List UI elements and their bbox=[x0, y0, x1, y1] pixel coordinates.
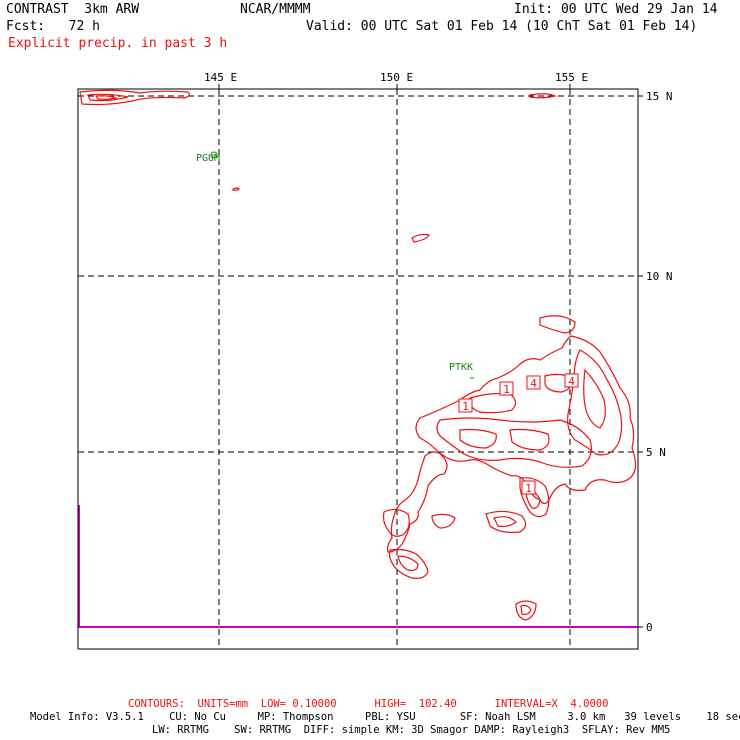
center-title: NCAR/MMMM bbox=[240, 2, 311, 17]
lat-label-5n: 5 N bbox=[646, 446, 666, 459]
contour-main-inner-6 bbox=[509, 428, 550, 451]
forecast-hour: Fcst: 72 h bbox=[6, 19, 100, 34]
precip-contours bbox=[79, 89, 637, 621]
contour-ne-small bbox=[529, 93, 558, 99]
contour-blob-b2 bbox=[493, 516, 517, 528]
lon-label-150: 150 E bbox=[380, 71, 414, 84]
lon-label-155: 155 E bbox=[555, 71, 589, 84]
contour-main-inner-5 bbox=[459, 428, 497, 449]
contour-blob-e bbox=[515, 600, 537, 621]
contour-info: CONTOURS: UNITS=mm LOW= 0.10000 HIGH= 10… bbox=[128, 698, 609, 710]
contour-main-inner-1 bbox=[567, 349, 623, 456]
contour-label: 1 bbox=[462, 400, 469, 413]
grid-lines bbox=[78, 89, 638, 649]
lat-label-0: 0 bbox=[646, 621, 653, 634]
contour-dot-1 bbox=[232, 187, 240, 191]
init-time: Init: 00 UTC Wed 29 Jan 14 bbox=[514, 2, 718, 17]
contour-nw-2 bbox=[87, 93, 129, 102]
valid-time: Valid: 00 UTC Sat 01 Feb 14 (10 ChT Sat … bbox=[306, 19, 698, 34]
contour-label: 4 bbox=[530, 377, 537, 390]
contour-blob-c bbox=[388, 548, 429, 579]
contour-blob-a bbox=[431, 513, 456, 529]
contour-main-n1 bbox=[539, 315, 576, 334]
contour-main-inner-4 bbox=[436, 417, 592, 468]
station-ptkk: PTKK bbox=[449, 362, 473, 373]
station-pgum: PGUM bbox=[196, 153, 220, 164]
contour-label: 1 bbox=[525, 482, 532, 495]
contour-blob-b bbox=[485, 510, 527, 533]
tick-marks bbox=[218, 84, 643, 628]
lat-label-15n: 15 N bbox=[646, 90, 673, 103]
contour-blob-e2 bbox=[520, 604, 532, 616]
map-frame bbox=[77, 88, 639, 650]
contour-small-1 bbox=[411, 233, 430, 243]
field-title: Explicit precip. in past 3 h bbox=[8, 36, 228, 51]
stations: PGUM PTKK bbox=[196, 151, 474, 379]
contour-main-inner-3 bbox=[469, 392, 517, 414]
contour-main-inner-2 bbox=[583, 368, 606, 429]
model-info-line-1: Model Info: V3.5.1 CU: No Cu MP: Thompso… bbox=[30, 711, 740, 723]
contour-label: 4 bbox=[568, 375, 575, 388]
contour-blob-c2 bbox=[397, 555, 419, 571]
model-info-line-2: LW: RRTMG SW: RRTMG DIFF: simple KM: 3D … bbox=[152, 724, 671, 736]
lat-label-10n: 10 N bbox=[646, 270, 673, 283]
contour-label: 1 bbox=[503, 383, 510, 396]
lon-label-145: 145 E bbox=[204, 71, 238, 84]
contour-blob-d bbox=[382, 508, 410, 537]
station-marker-pgum bbox=[210, 151, 218, 159]
contour-main-outer bbox=[386, 335, 637, 553]
equator-line bbox=[78, 505, 638, 628]
contour-nw-3 bbox=[94, 95, 119, 100]
contour-nw-1 bbox=[79, 89, 190, 106]
contour-s-1 bbox=[519, 477, 550, 518]
contour-label-text: 1 1 4 4 1 bbox=[462, 375, 575, 495]
contour-label-boxes bbox=[458, 373, 579, 495]
model-title: CONTRAST 3km ARW bbox=[6, 2, 140, 17]
